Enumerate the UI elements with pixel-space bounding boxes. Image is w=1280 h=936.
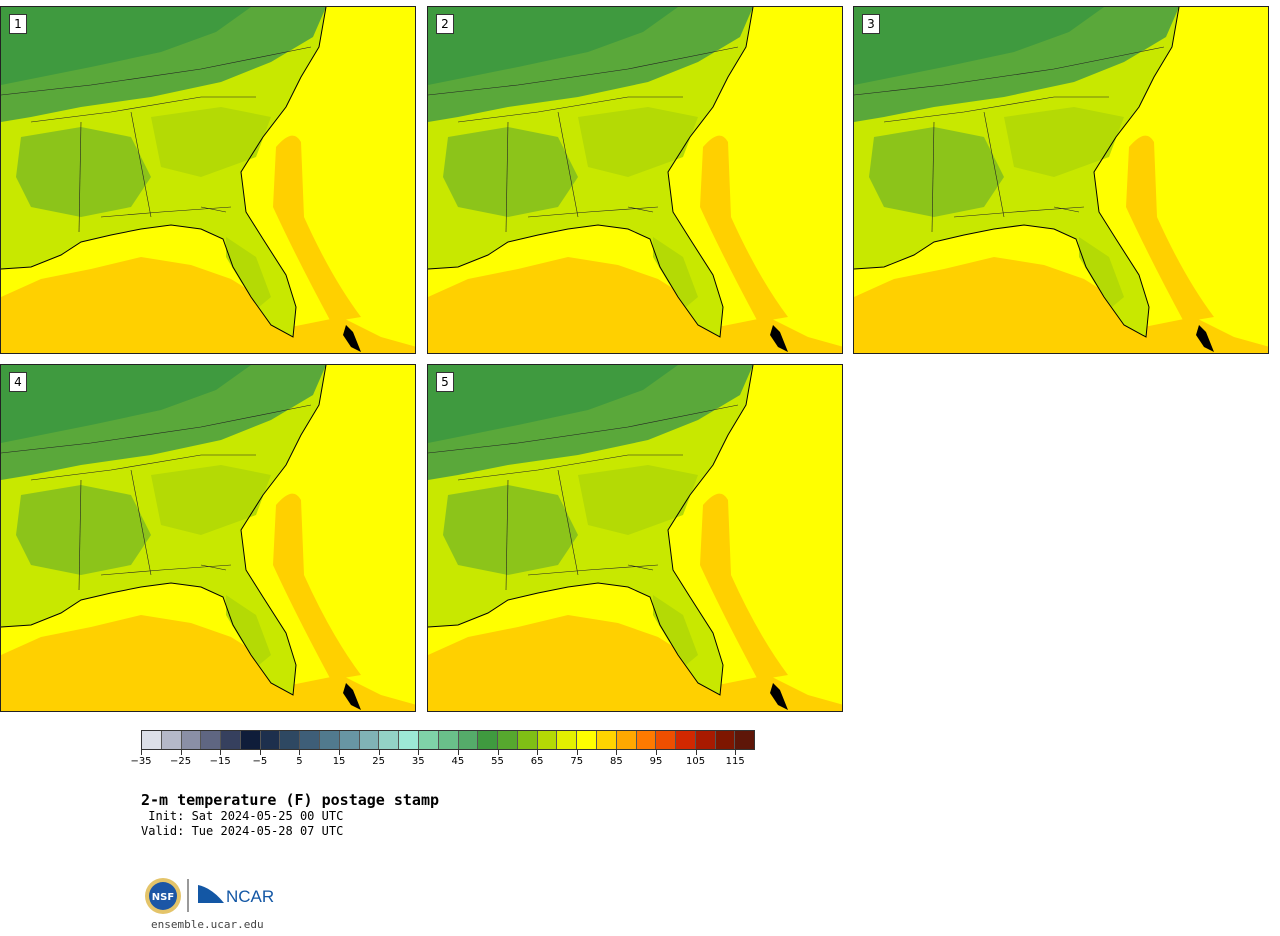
colorbar-swatch <box>458 731 479 749</box>
nsf-logo-text: NSF <box>152 892 174 903</box>
ncar-logo: NCAR <box>198 885 274 906</box>
colorbar-swatch <box>695 731 716 749</box>
colorbar-swatch <box>438 731 459 749</box>
colorbar-swatch <box>498 731 518 749</box>
temperature-map-1 <box>1 7 415 353</box>
colorbar-tick <box>735 750 737 755</box>
panel-number-4: 4 <box>9 372 27 392</box>
colorbar-swatch <box>260 731 281 749</box>
colorbar-tick <box>141 750 142 755</box>
colorbar-swatch <box>735 731 755 749</box>
colorbar-tick <box>457 750 459 755</box>
colorbar-swatch <box>676 731 696 749</box>
colorbar-tick <box>695 750 697 755</box>
colorbar-tick-label: 105 <box>686 756 706 767</box>
colorbar-swatch <box>616 731 637 749</box>
colorbar-tick <box>259 750 261 755</box>
colorbar-tick <box>339 750 341 755</box>
colorbar-tick-label: −25 <box>170 756 192 767</box>
panel-number-5: 5 <box>436 372 454 392</box>
panel-number-3: 3 <box>862 14 880 34</box>
colorbar-tick <box>616 750 618 755</box>
colorbar-swatch <box>656 731 677 749</box>
colorbar-swatch <box>636 731 657 749</box>
colorbar-tick-label: −35 <box>130 756 152 767</box>
colorbar-tick-label: 85 <box>609 756 623 767</box>
colorbar-tick-label: 55 <box>491 756 504 767</box>
colorbar-swatch <box>379 731 400 749</box>
colorbar-tick-label: 95 <box>649 756 663 767</box>
colorbar-swatch <box>596 731 617 749</box>
colorbar-swatch <box>418 731 439 749</box>
colorbar-swatch <box>399 731 419 749</box>
colorbar-tick-label: 45 <box>451 756 465 767</box>
nsf-ncar-logos: NSF NCAR <box>145 878 274 914</box>
colorbar-swatch <box>715 731 736 749</box>
colorbar-ticks: −35 −25 −15 −5 5 15 25 35 45 55 65 75 85 95 105 115 <box>130 750 755 770</box>
colorbar-swatch <box>300 731 321 749</box>
colorbar-tick-label: 25 <box>372 756 386 767</box>
colorbar-tick <box>180 750 182 755</box>
colorbar <box>141 730 755 750</box>
colorbar-swatch <box>339 731 360 749</box>
colorbar-swatch <box>577 731 597 749</box>
temperature-map-5 <box>428 365 842 711</box>
map-panel-2: 2 <box>427 6 843 354</box>
colorbar-swatch <box>161 731 182 749</box>
colorbar-swatch <box>221 731 241 749</box>
colorbar-swatch <box>280 731 301 749</box>
temperature-map-4 <box>1 365 415 711</box>
ncar-logo-text: NCAR <box>226 887 274 906</box>
colorbar-tick <box>655 750 657 755</box>
colorbar-tick <box>418 750 420 755</box>
map-panel-4: 4 <box>0 364 416 712</box>
colorbar-swatch <box>240 731 261 749</box>
nsf-logo: NSF <box>145 878 181 914</box>
init-time: Init: Sat 2024-05-25 00 UTC <box>141 809 344 823</box>
colorbar-swatch <box>201 731 222 749</box>
colorbar-swatch <box>478 731 499 749</box>
map-panel-3: 3 <box>853 6 1269 354</box>
colorbar-tick <box>497 750 499 755</box>
colorbar-tick <box>299 750 301 755</box>
colorbar-swatch <box>517 731 538 749</box>
colorbar-tick-label: 35 <box>411 756 425 767</box>
colorbar-swatch <box>181 731 202 749</box>
colorbar-tick <box>576 750 578 755</box>
temperature-map-2 <box>428 7 842 353</box>
panel-number-2: 2 <box>436 14 454 34</box>
colorbar-tick-label: 15 <box>332 756 346 767</box>
map-panel-1: 1 <box>0 6 416 354</box>
colorbar-swatch <box>359 731 380 749</box>
colorbar-swatch <box>142 731 162 749</box>
temperature-map-3 <box>854 7 1268 353</box>
colorbar-swatch <box>557 731 578 749</box>
colorbar-tick-label: 75 <box>570 756 584 767</box>
colorbar-tick <box>537 750 539 755</box>
colorbar-swatch <box>320 731 340 749</box>
colorbar-tick-label: 5 <box>296 756 303 767</box>
site-url: ensemble.ucar.edu <box>151 918 264 931</box>
colorbar-tick-label: −15 <box>209 756 231 767</box>
map-panel-5: 5 <box>427 364 843 712</box>
chart-title: 2-m temperature (F) postage stamp <box>141 791 440 809</box>
colorbar-swatch <box>537 731 558 749</box>
panel-number-1: 1 <box>9 14 27 34</box>
colorbar-tick-label: 115 <box>725 756 745 767</box>
valid-time: Valid: Tue 2024-05-28 07 UTC <box>141 824 344 838</box>
colorbar-tick <box>220 750 222 755</box>
colorbar-tick-label: 65 <box>530 756 544 767</box>
colorbar-tick-label: −5 <box>252 756 268 767</box>
colorbar-tick <box>378 750 380 755</box>
